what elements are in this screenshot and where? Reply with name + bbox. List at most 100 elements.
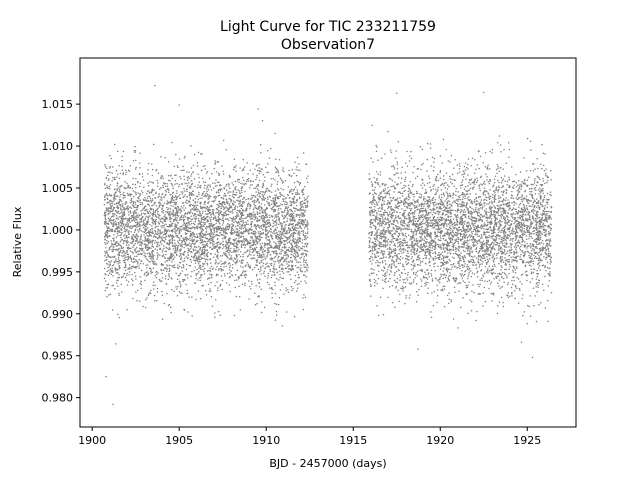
data-point (137, 197, 140, 200)
data-point (288, 261, 290, 263)
data-point (205, 216, 208, 219)
data-point (189, 237, 191, 240)
data-point (197, 261, 199, 263)
data-point (176, 250, 178, 252)
data-point (304, 202, 306, 205)
data-point (169, 217, 172, 219)
data-point (172, 185, 174, 187)
data-point (226, 232, 228, 235)
data-point (249, 250, 251, 253)
data-point (142, 230, 144, 233)
data-point (126, 228, 128, 231)
data-point (157, 225, 159, 228)
data-point (252, 214, 254, 216)
data-point (176, 205, 179, 208)
data-point (188, 242, 191, 244)
data-point (178, 239, 181, 241)
data-point (108, 185, 111, 188)
data-point (216, 231, 218, 233)
data-point (205, 258, 207, 260)
data-point (307, 266, 309, 269)
data-point (160, 240, 162, 242)
data-point (180, 248, 182, 250)
data-point (208, 290, 211, 292)
data-point (189, 239, 191, 242)
data-point (247, 197, 250, 200)
data-point (119, 224, 122, 227)
data-point (266, 216, 269, 218)
data-point (244, 276, 247, 279)
data-point (184, 232, 187, 234)
data-point (231, 251, 233, 254)
data-point (161, 264, 163, 267)
data-point (115, 222, 117, 224)
data-point (220, 275, 223, 277)
data-point (140, 230, 143, 232)
data-point (228, 224, 231, 227)
data-point (417, 214, 420, 217)
data-point (295, 280, 297, 282)
data-point (105, 262, 108, 265)
data-point (142, 219, 145, 221)
data-point (234, 274, 237, 276)
data-point (266, 262, 268, 264)
data-point (222, 214, 224, 217)
data-point (182, 207, 184, 209)
data-point (136, 255, 138, 257)
data-point (259, 212, 261, 215)
data-point (164, 236, 167, 239)
data-point (297, 247, 299, 249)
data-point (122, 202, 124, 205)
data-point (269, 224, 272, 227)
data-point (176, 190, 178, 192)
data-point (270, 244, 272, 246)
data-point (150, 255, 152, 257)
data-point (251, 268, 254, 271)
data-point (110, 260, 113, 262)
data-point (285, 206, 287, 208)
data-point (230, 243, 232, 245)
data-point (163, 226, 165, 228)
data-point (134, 242, 137, 245)
data-point (176, 294, 179, 297)
data-point (223, 246, 225, 248)
data-point (199, 279, 201, 282)
data-point (170, 198, 172, 200)
data-point (238, 181, 240, 184)
data-point (282, 188, 285, 191)
data-point (293, 181, 296, 184)
data-point (247, 219, 249, 222)
data-point (221, 237, 224, 240)
data-point (185, 268, 188, 270)
data-point (131, 187, 134, 190)
data-point (258, 286, 261, 288)
data-point (177, 208, 180, 210)
data-point (124, 230, 126, 232)
data-point (261, 242, 264, 244)
data-point (231, 264, 234, 266)
data-point (150, 201, 152, 203)
data-point (169, 242, 172, 244)
data-point (206, 194, 208, 196)
data-point (246, 229, 248, 232)
data-point (417, 259, 420, 261)
data-point (195, 202, 197, 204)
data-point (184, 155, 186, 158)
data-point (113, 256, 115, 258)
data-point (206, 264, 209, 266)
data-point (154, 230, 157, 233)
data-point (209, 217, 211, 219)
data-point (150, 191, 152, 193)
data-point (275, 310, 278, 313)
data-point (253, 225, 256, 227)
data-point (174, 224, 177, 226)
data-point (114, 230, 116, 233)
data-point (296, 191, 298, 193)
data-point (207, 202, 209, 204)
data-point (237, 231, 239, 234)
data-point (224, 262, 226, 265)
data-point (144, 240, 146, 242)
data-point (160, 186, 162, 189)
data-point (274, 245, 276, 247)
data-point (121, 206, 123, 208)
